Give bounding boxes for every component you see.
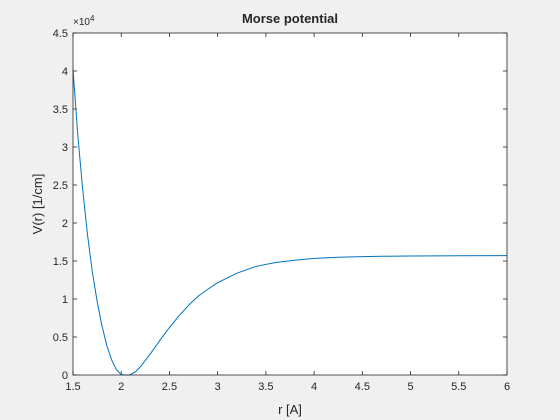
y-tick-label: 3.5 [53, 104, 68, 116]
x-tick-label: 1.5 [65, 381, 80, 393]
y-tick-label: 0 [62, 370, 68, 382]
series-line-morse [72, 69, 508, 376]
chart-title: Morse potential [242, 11, 338, 26]
x-tick-label: 6 [504, 381, 510, 393]
y-exponent-label: ×104 [73, 14, 95, 28]
y-tick-label: 1.5 [53, 256, 68, 268]
y-tick-label: 2.5 [53, 180, 68, 192]
y-tick-label: 0.5 [53, 332, 68, 344]
x-tick-label: 4.5 [355, 381, 370, 393]
plot-frame [72, 32, 508, 376]
x-tick-label: 3 [215, 381, 221, 393]
x-tick-label: 5 [407, 381, 413, 393]
y-tick-label: 1 [62, 294, 68, 306]
x-tick-label: 3.5 [258, 381, 273, 393]
x-tick-label: 2.5 [162, 381, 177, 393]
y-axis-label: V(r) [1/cm] [30, 174, 45, 235]
y-tick-label: 3 [62, 142, 68, 154]
y-tick-label: 4 [62, 66, 68, 78]
x-axis-label: r [A] [278, 402, 302, 417]
y-exponent-base: ×10 [73, 17, 90, 28]
y-exponent-power: 4 [90, 14, 95, 23]
y-tick-label: 2 [62, 218, 68, 230]
x-tick-label: 4 [311, 381, 317, 393]
y-tick-label: 4.5 [53, 28, 68, 40]
axis-tick-labels: 1.5 2 2.5 3 3.5 4 4.5 5 5.5 6 0 0.5 1 1.5 2 2.5 3 3.5 4 4.5 [53, 28, 510, 393]
x-tick-label: 2 [118, 381, 124, 393]
x-tick-label: 5.5 [451, 381, 466, 393]
plot-area [73, 33, 507, 375]
